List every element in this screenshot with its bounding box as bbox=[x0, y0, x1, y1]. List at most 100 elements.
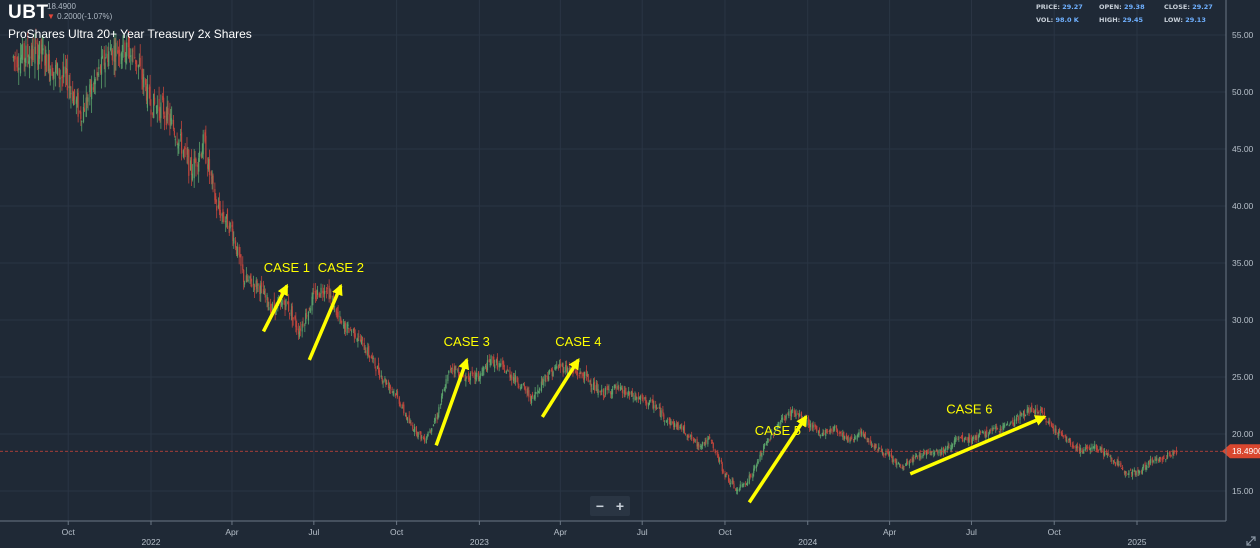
candle-body bbox=[853, 436, 856, 441]
candle-body bbox=[342, 325, 345, 327]
candle-body bbox=[710, 440, 713, 441]
candle-body bbox=[127, 36, 130, 48]
stat-open: OPEN: 29.38 bbox=[1099, 3, 1145, 11]
candle-body bbox=[754, 466, 756, 469]
candle-body bbox=[548, 369, 551, 374]
candle-body bbox=[879, 447, 881, 449]
candle-body bbox=[644, 397, 646, 400]
candle-body bbox=[232, 229, 234, 242]
candle-body bbox=[916, 457, 919, 459]
candle-body bbox=[405, 414, 408, 419]
candle-body bbox=[732, 479, 734, 483]
candle-body bbox=[510, 376, 512, 378]
candle-body bbox=[599, 391, 601, 393]
candle-body bbox=[476, 373, 478, 377]
candle-body bbox=[180, 133, 182, 136]
candle-body bbox=[906, 461, 908, 466]
candle-body bbox=[659, 407, 661, 416]
candle-body bbox=[371, 356, 373, 359]
candle-body bbox=[183, 148, 185, 151]
candle-body bbox=[787, 413, 789, 415]
zoom-in-button[interactable]: + bbox=[615, 498, 625, 514]
candle-body bbox=[339, 316, 341, 318]
candle-body bbox=[31, 45, 33, 60]
candle-body bbox=[830, 428, 832, 432]
candle-body bbox=[90, 80, 92, 94]
candle-body bbox=[1059, 429, 1061, 434]
candle-body bbox=[606, 386, 608, 391]
candle-body bbox=[1036, 408, 1038, 413]
expand-icon[interactable] bbox=[1246, 536, 1256, 546]
candle-body bbox=[562, 363, 564, 372]
candle-body bbox=[308, 308, 310, 310]
candle-body bbox=[86, 97, 88, 105]
candle-body bbox=[623, 390, 625, 394]
candle-body bbox=[358, 336, 360, 338]
candle-body bbox=[413, 426, 416, 433]
candle-body bbox=[235, 246, 238, 255]
candle-body bbox=[1068, 438, 1071, 441]
candle-body bbox=[318, 293, 320, 298]
candle-body bbox=[790, 410, 793, 417]
candle-body bbox=[892, 459, 894, 462]
candle-body bbox=[388, 386, 391, 389]
candle-body bbox=[535, 392, 537, 394]
candle-body bbox=[344, 322, 346, 332]
candle-body bbox=[901, 466, 903, 469]
candle-body bbox=[658, 407, 660, 409]
candle-body bbox=[281, 303, 283, 305]
candle-body bbox=[561, 364, 563, 367]
candle-body bbox=[551, 368, 553, 376]
candle-body bbox=[27, 44, 29, 58]
candle-body bbox=[891, 456, 893, 463]
candle-body bbox=[404, 414, 407, 416]
candle-body bbox=[639, 396, 642, 400]
candle-body bbox=[853, 439, 855, 441]
candle-body bbox=[925, 450, 928, 456]
candle-body bbox=[89, 84, 91, 92]
candle-body bbox=[986, 429, 988, 435]
candle-body bbox=[996, 425, 998, 427]
candle-body bbox=[330, 295, 332, 298]
candle-body bbox=[1085, 447, 1087, 451]
candle-body bbox=[682, 426, 685, 431]
candle-body bbox=[503, 369, 506, 373]
candle-body bbox=[486, 360, 489, 371]
candle-body bbox=[468, 377, 471, 382]
candle-body bbox=[653, 405, 655, 409]
candle-body bbox=[1017, 416, 1019, 421]
candle-body bbox=[665, 420, 668, 422]
candle-body bbox=[184, 147, 186, 150]
candle-body bbox=[167, 108, 169, 115]
candle-body bbox=[210, 171, 212, 176]
candle-body bbox=[72, 90, 74, 102]
candle-body bbox=[87, 97, 89, 102]
candle-body bbox=[197, 164, 199, 167]
candle-body bbox=[544, 374, 546, 382]
candle-body bbox=[66, 68, 68, 91]
candle-body bbox=[55, 65, 57, 73]
candle-body bbox=[356, 338, 358, 341]
candle-body bbox=[1015, 417, 1018, 421]
candle-body bbox=[360, 339, 363, 344]
candle-body bbox=[963, 439, 965, 442]
candle-body bbox=[1066, 440, 1068, 442]
candle-body bbox=[1145, 467, 1147, 470]
candle-body bbox=[780, 421, 782, 425]
candle-body bbox=[396, 393, 398, 395]
last-price: 18.4900 bbox=[47, 2, 76, 11]
candle-body bbox=[903, 466, 905, 467]
candle-body bbox=[30, 49, 32, 59]
candle-body bbox=[692, 439, 695, 441]
zoom-out-button[interactable]: − bbox=[595, 498, 605, 514]
candle-body bbox=[1008, 425, 1010, 427]
candle-body bbox=[226, 209, 229, 229]
candle-body bbox=[320, 287, 322, 294]
candle-body bbox=[21, 43, 23, 60]
candle-body bbox=[410, 422, 412, 426]
candle-body bbox=[222, 209, 224, 218]
candle-body bbox=[1012, 419, 1014, 425]
candle-body bbox=[1002, 425, 1004, 430]
candle-body bbox=[290, 309, 292, 316]
